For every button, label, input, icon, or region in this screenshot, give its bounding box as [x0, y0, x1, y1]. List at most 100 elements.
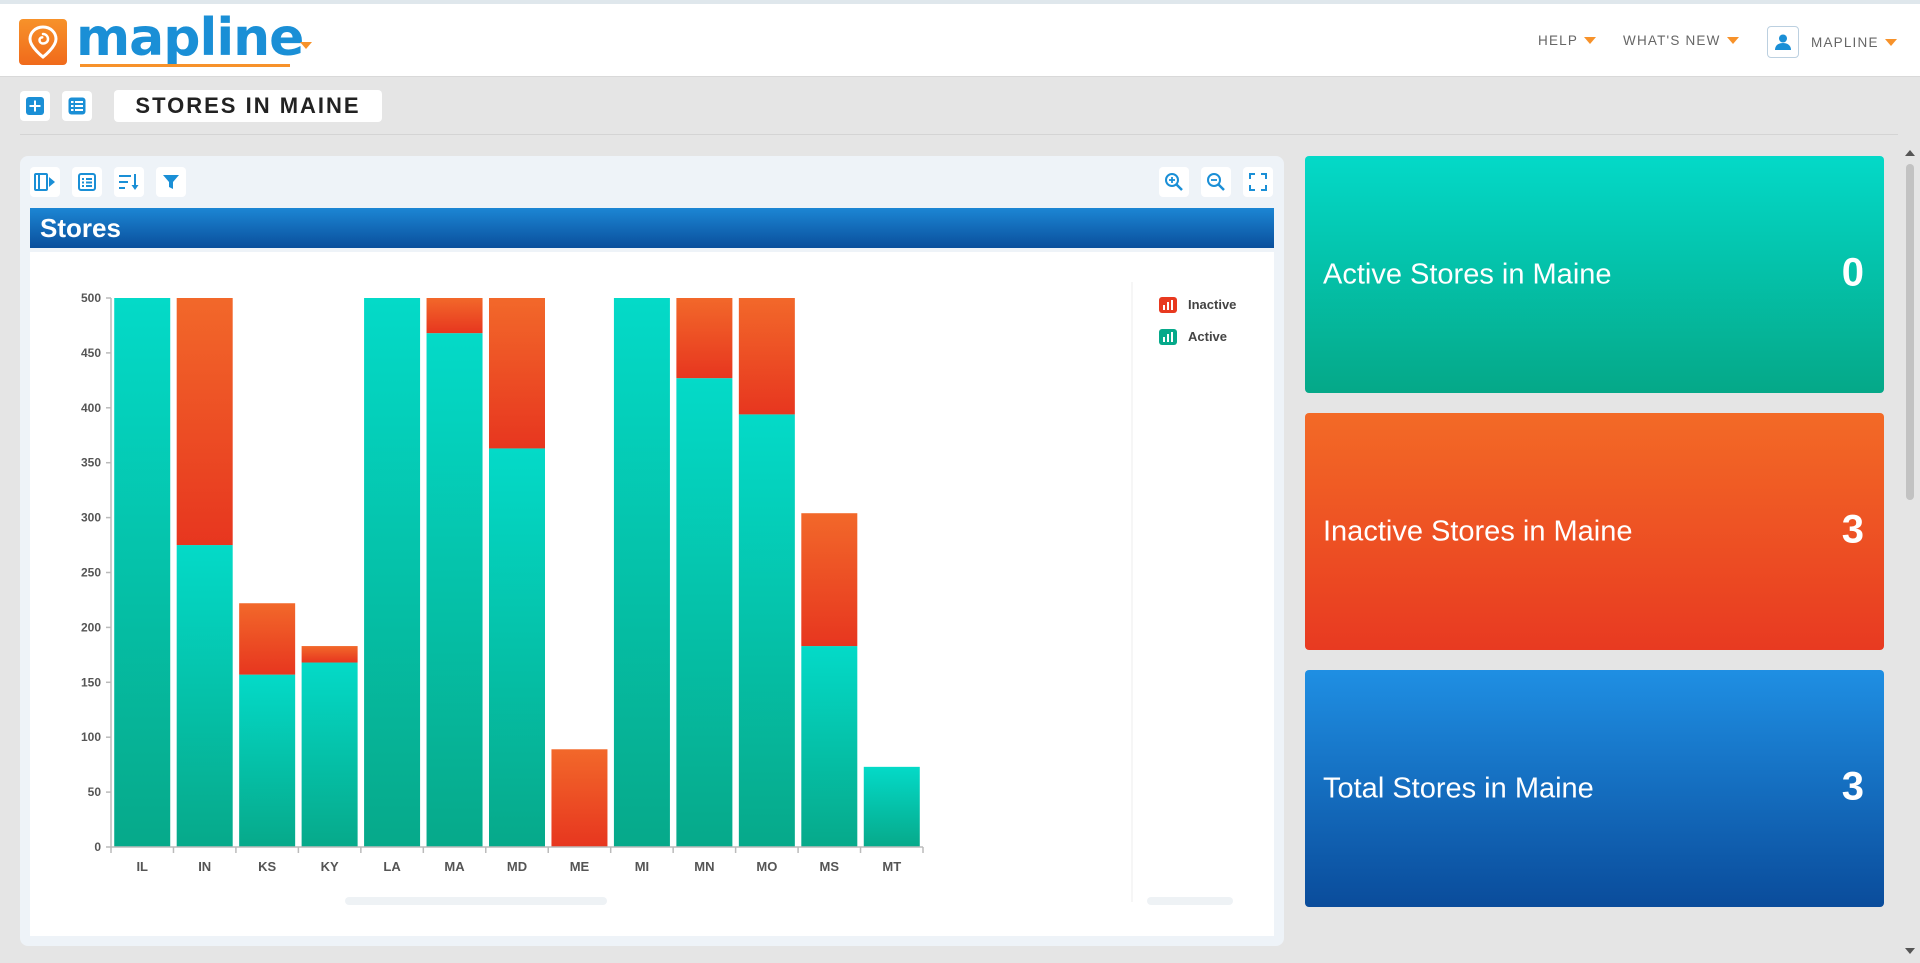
bar-active-mi[interactable] [613, 298, 670, 847]
page-title[interactable]: STORES IN MAINE [114, 90, 382, 122]
chart-horizontal-scrollbar[interactable] [345, 897, 607, 905]
bar-active-il[interactable] [114, 298, 171, 847]
x-tick-label: MN [694, 859, 714, 874]
kpi-active-label: Active Stores in Maine [1323, 258, 1612, 290]
bar-inactive-mn[interactable] [676, 298, 733, 379]
y-tick-label: 50 [88, 785, 102, 799]
bar-inactive-md[interactable] [489, 298, 545, 449]
user-icon [1775, 34, 1791, 50]
bar-chart-icon [1171, 332, 1173, 342]
bar-inactive-ky[interactable] [301, 646, 358, 663]
bar-inactive-mo[interactable] [738, 298, 795, 415]
bar-inactive-me[interactable] [551, 749, 608, 847]
top-border [0, 0, 1920, 4]
x-tick-label: KS [258, 859, 276, 874]
scroll-down-arrow-icon[interactable] [1905, 948, 1915, 954]
kpi-card-active[interactable]: Active Stores in Maine 0 [1305, 156, 1884, 393]
bar-inactive-in[interactable] [176, 298, 233, 546]
kpi-active-value: 0 [1841, 249, 1864, 294]
bar-active-ms[interactable] [801, 646, 858, 847]
list-view-button[interactable] [62, 91, 92, 121]
add-button[interactable] [20, 91, 50, 121]
chart-body: 0 50 100 150 200 250 300 350 400 450 500 IL IN KS KY LA… [30, 252, 1274, 936]
kpi-inactive-label: Inactive Stores in Maine [1323, 515, 1633, 547]
bar-active-md[interactable] [489, 448, 545, 847]
bar-active-ks[interactable] [239, 674, 296, 847]
legend-label: Active [1188, 329, 1227, 344]
fullscreen-button[interactable] [1243, 167, 1273, 197]
y-tick-label: 150 [81, 675, 101, 689]
bar-active-mt[interactable] [863, 766, 920, 847]
chevron-down-icon [1884, 38, 1897, 46]
x-tick-label: LA [383, 859, 401, 874]
zoom-in-icon [1165, 173, 1183, 191]
x-tick-label: KY [321, 859, 339, 874]
bar-inactive-ms[interactable] [801, 513, 858, 647]
kpi-card-inactive[interactable]: Inactive Stores in Maine 3 [1305, 413, 1884, 650]
filter-icon [163, 175, 179, 189]
x-tick-label: IN [198, 859, 211, 874]
y-tick-label: 0 [94, 840, 101, 854]
sort-button[interactable] [114, 167, 144, 197]
table-icon [78, 173, 96, 191]
plus-icon [26, 97, 44, 115]
list-icon [68, 97, 86, 115]
nav-whats-new-label: WHAT'S NEW [1623, 33, 1721, 48]
logo-pin-icon[interactable] [19, 19, 67, 65]
bar-active-ma[interactable] [426, 333, 483, 847]
logo-menu-caret-icon[interactable] [300, 42, 312, 49]
bar-active-ky[interactable] [301, 662, 358, 847]
zoom-out-button[interactable] [1201, 167, 1231, 197]
chevron-down-icon [1726, 37, 1739, 44]
chart-title: Stores [30, 208, 1274, 248]
page-scrollbar[interactable] [1902, 148, 1916, 963]
avatar [1767, 26, 1799, 58]
x-tick-label: IL [136, 859, 148, 874]
bar-active-mo[interactable] [738, 414, 795, 847]
bar-active-mn[interactable] [676, 378, 733, 847]
scroll-thumb[interactable] [1906, 164, 1914, 500]
zoom-in-button[interactable] [1159, 167, 1189, 197]
kpi-card-total[interactable]: Total Stores in Maine 3 [1305, 670, 1884, 907]
y-tick-label: 250 [81, 566, 101, 580]
fullscreen-icon [1249, 173, 1267, 191]
bar-chart-icon [1167, 334, 1169, 342]
bar-active-la[interactable] [364, 298, 421, 847]
kpi-total-label: Total Stores in Maine [1323, 772, 1594, 804]
logo-wordmark[interactable]: mapline [76, 8, 304, 68]
scroll-up-arrow-icon[interactable] [1905, 150, 1915, 156]
filter-button[interactable] [156, 167, 186, 197]
chart-panel: Stores 0 50 100 150 200 250 300 350 400 450 500 IL I… [20, 156, 1284, 946]
nav-whats-new-menu[interactable]: WHAT'S NEW [1623, 33, 1739, 48]
panel-toggle-icon [34, 173, 55, 191]
data-table-button[interactable] [72, 167, 102, 197]
y-tick-label: 400 [81, 401, 101, 415]
nav-help-menu[interactable]: HELP [1538, 33, 1597, 48]
x-tick-label: MD [507, 859, 527, 874]
x-tick-label: MO [756, 859, 777, 874]
kpi-total-value: 3 [1841, 763, 1864, 808]
y-tick-label: 350 [81, 456, 101, 470]
x-tick-label: MS [820, 859, 840, 874]
bar-active-in[interactable] [176, 545, 233, 847]
bar-inactive-ma[interactable] [426, 298, 483, 334]
chevron-down-icon [1584, 37, 1597, 44]
zoom-out-icon [1207, 173, 1225, 191]
nav-help-label: HELP [1538, 33, 1579, 48]
legend-item-active[interactable]: Active [1159, 329, 1227, 345]
divider [20, 134, 1898, 135]
x-tick-label: MT [882, 859, 901, 874]
kpi-inactive-value: 3 [1841, 506, 1864, 551]
legend-label: Inactive [1188, 297, 1236, 312]
bar-chart-icon [1167, 302, 1169, 310]
logo-underline [80, 64, 290, 67]
bar-chart-icon [1163, 337, 1165, 342]
legend-scrollbar[interactable] [1147, 897, 1233, 905]
toggle-panel-button[interactable] [30, 167, 60, 197]
bar-chart-icon [1171, 300, 1173, 310]
bar-inactive-ks[interactable] [239, 603, 296, 675]
bar-chart-icon [1163, 305, 1165, 310]
y-tick-label: 450 [81, 346, 101, 360]
legend-item-inactive[interactable]: Inactive [1159, 297, 1236, 313]
nav-user-menu[interactable]: MAPLINE [1767, 26, 1897, 58]
